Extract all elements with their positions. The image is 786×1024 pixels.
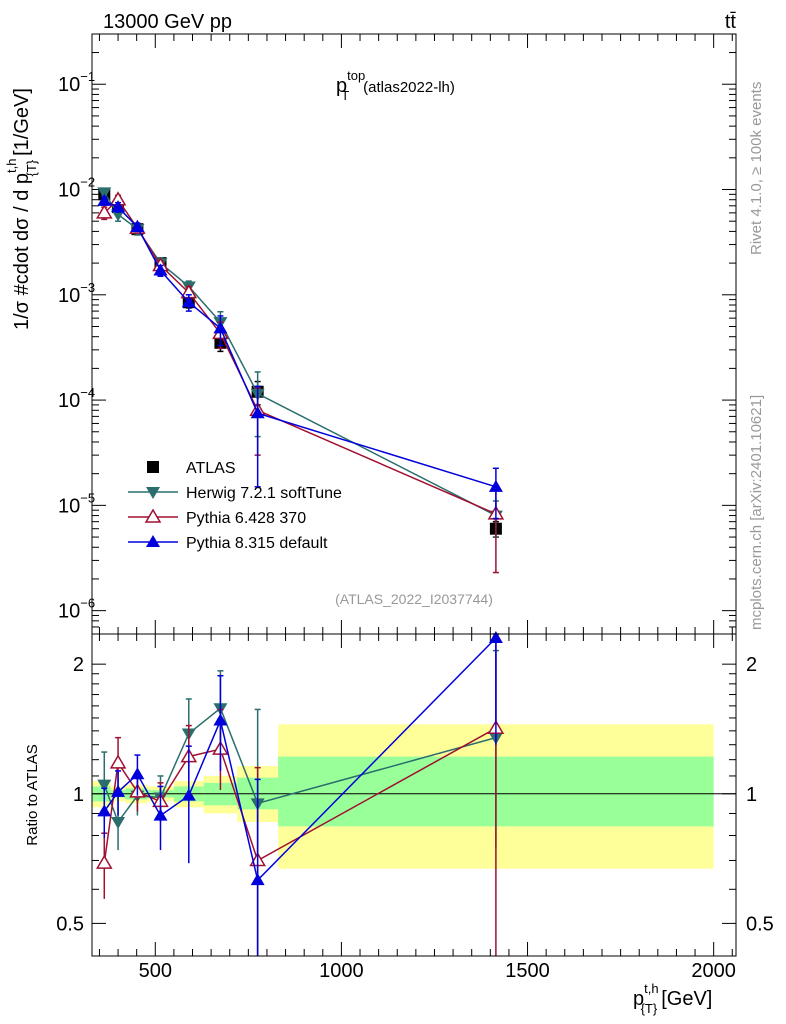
ratio-point-pythia8 bbox=[213, 713, 228, 726]
point-pythia8 bbox=[488, 479, 503, 492]
ratio-point-pythia8 bbox=[130, 767, 145, 780]
series-line-herwig bbox=[103, 191, 497, 517]
point-pythia8 bbox=[181, 295, 196, 308]
legend-marker-atlas bbox=[147, 461, 159, 473]
legend: ATLAS Herwig 7.2.1 softTune Pythia 6.428 3… bbox=[128, 460, 342, 552]
main-ytick-label: 10−1 bbox=[58, 69, 95, 96]
ratio-ytick-label: 0.5 bbox=[56, 913, 84, 935]
ratio-xtick-label: 1500 bbox=[505, 960, 550, 982]
ratio-point-pythia6 bbox=[95, 854, 113, 869]
ratio-ytick-label: 1 bbox=[73, 784, 84, 806]
ratio-point-pythia8 bbox=[153, 808, 168, 821]
ratio-point-pythia8 bbox=[97, 804, 112, 817]
ratio-point-pythia8 bbox=[111, 784, 126, 797]
series-line-pythia8 bbox=[103, 200, 497, 488]
ratio-point-herwig bbox=[97, 779, 112, 792]
ratio-xtick-label: 2000 bbox=[691, 960, 736, 982]
legend-label-atlas: ATLAS bbox=[186, 460, 236, 477]
mcplots-label: mcplots.cern.ch [arXiv:2401.10621] bbox=[748, 395, 765, 630]
point-pythia8 bbox=[250, 406, 265, 419]
ratio-ytick-label-right: 1 bbox=[746, 784, 757, 806]
legend-label-pythia8: Pythia 8.315 default bbox=[186, 535, 328, 552]
point-pythia6 bbox=[95, 204, 113, 219]
point-herwig bbox=[97, 187, 112, 200]
ratio-point-pythia6 bbox=[109, 754, 127, 769]
point-pythia8 bbox=[111, 200, 126, 213]
main-ytick-label: 10−2 bbox=[58, 175, 95, 202]
point-pythia8 bbox=[213, 321, 228, 334]
series-pythia8 bbox=[97, 193, 503, 520]
ratio-series-pythia8 bbox=[97, 631, 503, 956]
chart-title: ptop T (atlas2022-lh) bbox=[336, 68, 455, 103]
point-pythia8 bbox=[153, 263, 168, 276]
ratio-xlabel: pt,h {T} [GeV] bbox=[633, 981, 712, 1016]
process-label: tt̄ bbox=[725, 11, 737, 33]
legend-marker-pythia6 bbox=[144, 508, 162, 523]
series-line-pythia6 bbox=[103, 198, 497, 515]
ratio-point-herwig bbox=[111, 816, 126, 829]
main-ytick-label: 10−6 bbox=[58, 596, 95, 623]
main-ylabel: 1/σ #cdot dσ / d pt,h {T}[1/GeV] bbox=[4, 88, 39, 330]
ratio-xtick-label: 500 bbox=[139, 960, 172, 982]
legend-marker-pythia8 bbox=[146, 535, 160, 547]
ratio-panel-frame bbox=[91, 633, 737, 957]
ratio-ytick-label: 2 bbox=[73, 654, 84, 676]
analysis-watermark: (ATLAS_2022_I2037744) bbox=[335, 591, 493, 607]
legend-label-pythia6: Pythia 6.428 370 bbox=[186, 510, 306, 527]
main-ytick-label: 10−4 bbox=[58, 385, 95, 412]
ratio-xtick-label: 1000 bbox=[319, 960, 364, 982]
ratio-point-pythia8 bbox=[250, 873, 265, 886]
legend-marker-herwig bbox=[146, 487, 160, 499]
main-ytick-label: 10−3 bbox=[58, 280, 95, 307]
main-ytick-label: 10−5 bbox=[58, 490, 95, 517]
ratio-ylabel: Ratio to ATLAS bbox=[24, 744, 41, 845]
ratio-point-pythia8 bbox=[181, 788, 196, 801]
energy-label: 13000 GeV pp bbox=[103, 11, 232, 33]
point-herwig bbox=[111, 209, 126, 222]
ratio-line-pythia8 bbox=[103, 637, 497, 882]
ratio-point-pythia8 bbox=[488, 631, 503, 644]
ratio-ytick-label-right: 0.5 bbox=[746, 913, 774, 935]
ratio-ytick-label-right: 2 bbox=[746, 654, 757, 676]
point-pythia8 bbox=[97, 193, 112, 206]
legend-label-herwig: Herwig 7.2.1 softTune bbox=[186, 485, 342, 502]
rivet-label: Rivet 4.1.0, ≥ 100k events bbox=[748, 82, 765, 255]
point-pythia8 bbox=[130, 220, 145, 233]
